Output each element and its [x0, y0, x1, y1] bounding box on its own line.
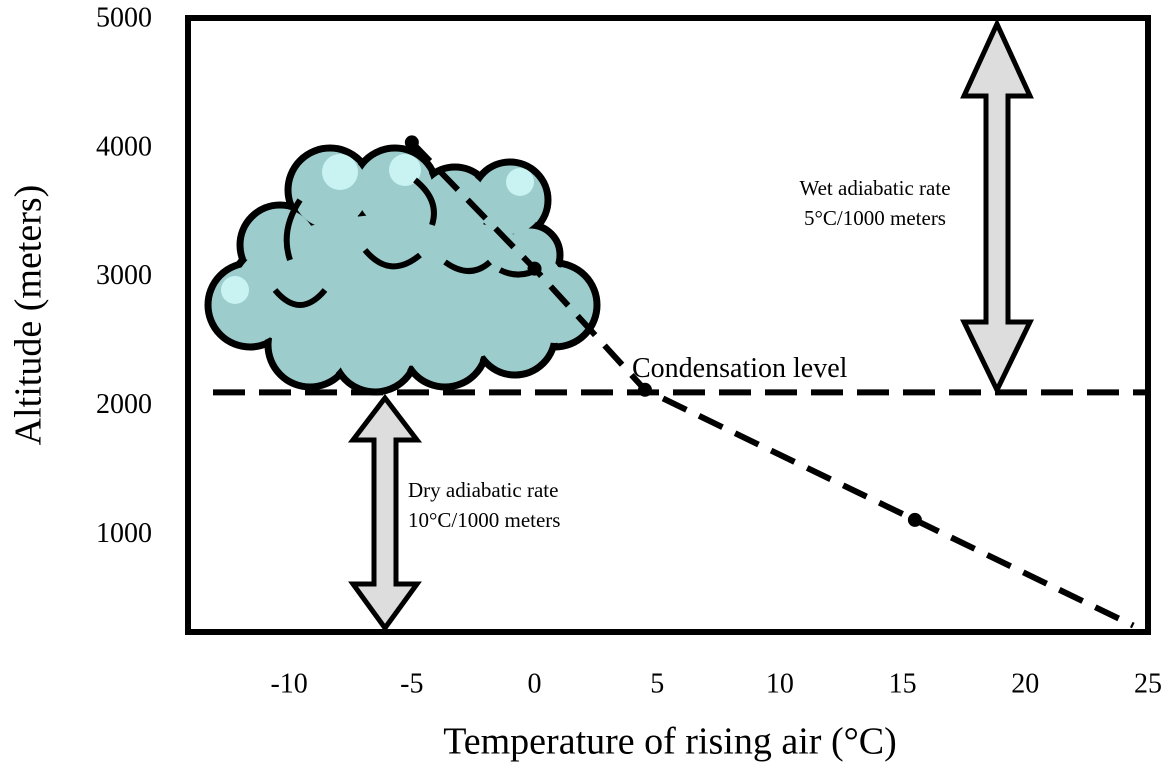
condensation-label: Condensation level [632, 353, 848, 384]
x-tick-label: 0 [528, 668, 542, 699]
x-tick-label: 20 [1011, 668, 1039, 699]
x-tick-label: 25 [1134, 668, 1162, 699]
x-tick-label: -10 [270, 668, 307, 699]
data-point [908, 513, 922, 527]
x-axis-title: Temperature of rising air (°C) [443, 721, 897, 763]
annotation: 5°C/1000 meters [804, 206, 946, 230]
data-point [528, 262, 542, 276]
x-tick-label: 10 [766, 668, 794, 699]
data-point [405, 135, 419, 149]
annotation: Dry adiabatic rate [408, 478, 558, 502]
y-tick-label: 5000 [96, 2, 152, 33]
y-tick-label: 2000 [96, 389, 152, 420]
y-tick-label: 3000 [96, 260, 152, 291]
annotation: 10°C/1000 meters [408, 508, 560, 532]
y-tick-label: 4000 [96, 131, 152, 162]
x-tick-label: 15 [889, 668, 917, 699]
annotation: Wet adiabatic rate [799, 176, 950, 200]
x-tick-label: -5 [400, 668, 423, 699]
wet-arrow [964, 24, 1030, 390]
y-tick-label: 1000 [96, 518, 152, 549]
x-tick-label: 5 [650, 668, 664, 699]
y-axis-title: Altitude (meters) [8, 185, 50, 446]
data-point [638, 383, 652, 397]
chart: Temperature of rising air (°C) Altitude … [0, 0, 1176, 770]
